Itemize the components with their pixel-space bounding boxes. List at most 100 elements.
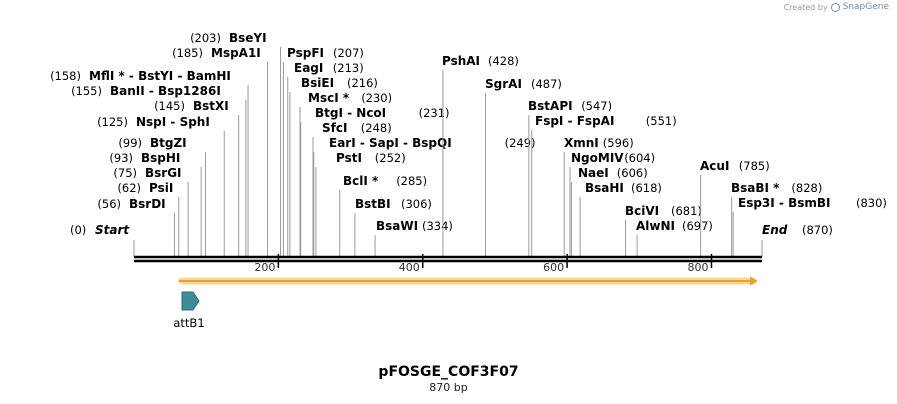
enzyme-name: BtgZI [150, 136, 187, 150]
enzyme-name: BseYI [229, 31, 267, 45]
enzyme-name: PstI [336, 151, 362, 165]
ruler-tick: 600 [543, 254, 568, 274]
start-position: (0) [70, 223, 86, 237]
enzyme-name: BstBI [355, 197, 391, 211]
cut-site-position: (62) [117, 181, 141, 195]
cut-site-position: (487) [531, 77, 562, 91]
cut-site-position: (285) [396, 174, 427, 188]
cut-site-position: (551) [646, 114, 677, 128]
cut-site[interactable]: (99) BtgZI [118, 136, 206, 256]
cut-site[interactable]: BsaBI * (828) [731, 181, 822, 256]
enzyme-name: BstXI [193, 99, 229, 113]
enzyme-name: BsaHI [585, 181, 624, 195]
attb1-feature[interactable]: attB1 [173, 291, 205, 330]
cut-site[interactable]: BciVI (681) [625, 204, 702, 256]
cut-site[interactable]: EagI (213) [287, 61, 364, 256]
cut-site[interactable]: MscI * (230) [299, 91, 392, 256]
feature-arrow[interactable] [178, 276, 758, 286]
cut-site-position: (213) [333, 61, 364, 75]
feature-arrow-icon [181, 291, 200, 311]
cut-site[interactable]: (145) BstXI [154, 99, 240, 256]
cut-site-position: (604) [624, 151, 655, 165]
enzyme-name: SfcI [322, 121, 347, 135]
ruler-tick: 800 [687, 254, 713, 274]
enzyme-name: MspA1I [211, 46, 261, 60]
cut-site[interactable]: SgrAI (487) [485, 77, 562, 256]
enzyme-name: NaeI [578, 166, 609, 180]
ruler-tick-label: 200 [254, 261, 275, 274]
cut-site-position: (158) [50, 69, 81, 83]
cut-site-position: (306) [401, 197, 432, 211]
cut-site-position: (145) [154, 99, 185, 113]
cut-site[interactable]: (62) PsiI [117, 181, 180, 256]
cut-site-position: (547) [581, 99, 612, 113]
cut-site-position: (125) [97, 115, 128, 129]
cut-site[interactable]: (185) MspA1I [172, 46, 269, 256]
cut-site[interactable]: (75) BsrGI [113, 166, 189, 256]
enzyme-name: EarI - SapI - BspQI [329, 136, 452, 150]
cut-site[interactable]: BsaWI (334) [374, 219, 453, 256]
cut-site-position: (216) [347, 76, 378, 90]
cut-site[interactable]: BsiEI (216) [289, 76, 378, 256]
cut-site-position: (230) [361, 91, 392, 105]
cut-site[interactable]: PshAI (428) [442, 54, 519, 256]
cut-site[interactable]: (56) BsrDI [97, 197, 175, 256]
enzyme-name: BtgI - NcoI [315, 106, 386, 120]
cut-site-position: (207) [333, 46, 364, 60]
cut-site-position: (596) [603, 136, 634, 150]
cut-site-position: (93) [109, 151, 133, 165]
cut-site[interactable]: (155) BanII - Bsp1286I [71, 84, 247, 256]
cut-site[interactable]: BsaHI (618) [579, 181, 662, 256]
cut-site[interactable]: PstI (252) [315, 151, 406, 256]
end-marker: End (870) [761, 223, 833, 257]
enzyme-name: PshAI [442, 54, 480, 68]
cut-site-position: (606) [617, 166, 648, 180]
cut-site[interactable]: SfcI (248) [312, 121, 392, 256]
enzyme-name: BsrGI [145, 166, 182, 180]
cut-site[interactable]: BtgI - NcoI (231) [300, 106, 450, 256]
cut-site-position: (785) [739, 159, 770, 173]
cut-site[interactable]: BstAPI (547) [528, 99, 612, 256]
cut-site-position: (252) [375, 151, 406, 165]
cut-site-position: (56) [97, 197, 121, 211]
cut-site[interactable]: AcuI (785) [700, 159, 770, 256]
cut-site[interactable]: AlwNI (697) [636, 219, 713, 256]
cut-site[interactable]: EarI - SapI - BspQI (249) [313, 136, 536, 256]
cut-site[interactable]: (158) MflI * - BstYI - BamHI [50, 69, 249, 256]
enzyme-name: BciVI [625, 204, 659, 218]
cut-site-position: (830) [856, 196, 887, 210]
cut-site[interactable]: (203) BseYI [190, 31, 282, 256]
enzyme-name: Esp3I - BsmBI [738, 196, 830, 210]
start-label: Start [95, 223, 130, 237]
cut-site[interactable]: PspFI (207) [282, 46, 364, 256]
enzyme-name: BsaWI [376, 219, 418, 233]
enzyme-name: PspFI [287, 46, 324, 60]
cut-site[interactable]: BclI * (285) [339, 174, 427, 256]
cut-site-position: (99) [118, 136, 142, 150]
plasmid-name: pFOSGE_COF3F07 [378, 364, 519, 380]
cut-site[interactable]: (93) BspHI [109, 151, 202, 256]
enzyme-name: BstAPI [528, 99, 573, 113]
enzyme-name: EagI [294, 61, 323, 75]
enzyme-name: BsrDI [129, 197, 166, 211]
cut-site[interactable]: FspI - FspAI (551) [531, 114, 677, 256]
plasmid-size: 870 bp [429, 381, 468, 394]
cut-site[interactable]: NgoMIV (604) [569, 151, 655, 256]
end-position: (870) [802, 223, 833, 237]
cut-site-position: (697) [682, 219, 713, 233]
cut-site[interactable]: BstBI (306) [354, 197, 432, 256]
cut-site-position: (231) [419, 106, 450, 120]
enzyme-name: MflI * - BstYI - BamHI [89, 69, 231, 83]
ruler-tick-label: 800 [687, 261, 708, 274]
cut-site-position: (249) [505, 136, 536, 150]
cut-site-position: (681) [671, 204, 702, 218]
enzyme-name: NspI - SphI [136, 115, 210, 129]
cut-site[interactable]: Esp3I - BsmBI (830) [732, 196, 887, 256]
ruler-tick: 200 [254, 254, 280, 274]
cut-site-position: (155) [71, 84, 102, 98]
cut-site[interactable]: NaeI (606) [570, 166, 648, 256]
cut-site[interactable]: XmnI (596) [563, 136, 634, 256]
start-marker: (0) Start [70, 223, 135, 257]
cut-site[interactable]: (125) NspI - SphI [97, 115, 225, 256]
